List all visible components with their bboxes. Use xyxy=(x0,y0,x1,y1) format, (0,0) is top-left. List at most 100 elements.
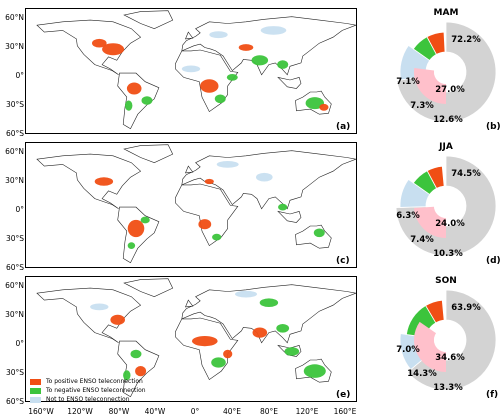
legend-swatch-not xyxy=(30,396,41,403)
teleconnection-region xyxy=(238,44,254,51)
pie-panel-jja: JJA 74.5% 24.0% 6.3% 7.4% 10.3% (d) xyxy=(358,134,500,268)
pie-label-outer: 74.5% xyxy=(451,169,481,179)
lat-tick-label: 30°S xyxy=(5,368,24,377)
pie-label-outer: 72.2% xyxy=(451,35,481,45)
pie-center-hole xyxy=(434,328,458,352)
legend-item-positive: To positive ENSO teleconnection xyxy=(30,377,146,386)
lat-tick-label: 60°S xyxy=(5,397,24,406)
pie-center-hole xyxy=(434,60,458,84)
pie-label-not: 13.3% xyxy=(433,383,463,393)
legend-label-positive: To positive ENSO teleconnection xyxy=(46,378,143,385)
lat-tick-label: 30°N xyxy=(5,42,24,51)
teleconnection-region xyxy=(278,203,288,211)
landmass-outline xyxy=(277,210,302,223)
pie-center-hole xyxy=(434,194,458,218)
landmass-outline xyxy=(36,153,142,210)
lon-tick-label: 120°W xyxy=(67,407,93,416)
lat-tick-label: 30°N xyxy=(5,176,24,185)
teleconnection-region xyxy=(277,60,289,69)
season-title: MAM xyxy=(433,8,459,18)
lon-tick-label: 120°E xyxy=(295,407,319,416)
teleconnection-pie: 74.5% 24.0% 6.3% 7.4% 10.3% xyxy=(395,155,497,259)
map-legend: To positive ENSO teleconnection To negat… xyxy=(30,377,146,404)
lat-tick-label: 0° xyxy=(15,205,24,214)
pie-label-outer: 63.9% xyxy=(451,303,481,313)
pie-label-inner: 24.0% xyxy=(435,219,465,229)
landmass-outline xyxy=(175,183,239,247)
map-panel-letter: (c) xyxy=(336,256,350,266)
world-map-graphic xyxy=(36,10,356,130)
legend-item-negative: To negative ENSO teleconnection xyxy=(30,386,146,395)
teleconnection-region xyxy=(110,314,125,325)
landmass-outline xyxy=(185,165,194,174)
pie-label-positive: 6.3% xyxy=(396,211,420,221)
lat-tick-label: 30°S xyxy=(5,234,24,243)
teleconnection-region xyxy=(92,38,107,48)
lon-tick-label: 80°E xyxy=(259,407,279,416)
teleconnection-region xyxy=(200,79,219,93)
lat-tick-label: 30°S xyxy=(5,100,24,109)
teleconnection-region xyxy=(135,366,147,377)
teleconnection-region xyxy=(260,26,287,35)
lat-tick-label: 60°N xyxy=(5,13,24,22)
landmass-outline xyxy=(185,299,194,308)
teleconnection-region xyxy=(223,349,233,359)
teleconnection-region xyxy=(102,43,125,56)
teleconnection-region xyxy=(198,219,212,230)
pie-label-positive: 7.1% xyxy=(396,77,420,87)
teleconnection-region xyxy=(181,65,201,73)
pie-slice-inner xyxy=(413,67,446,105)
teleconnection-region xyxy=(125,100,133,111)
world-map-graphic xyxy=(36,278,356,398)
pie-panel-mam: MAM 72.2% 27.0% 7.1% 7.3% 12.6% (b) xyxy=(358,0,500,134)
pie-label-negative: 14.3% xyxy=(407,369,437,379)
pie-slice-inner xyxy=(414,206,446,238)
teleconnection-region xyxy=(235,290,257,298)
season-title: JJA xyxy=(439,142,453,152)
landmass-outline xyxy=(123,144,174,164)
pie-label-not: 12.6% xyxy=(433,115,463,125)
pie-slice-positive xyxy=(426,31,446,55)
teleconnection-region xyxy=(90,303,109,311)
pie-slice-outer xyxy=(396,21,497,123)
pie-slice-positive xyxy=(426,165,445,189)
landmass-outline xyxy=(36,287,142,344)
lat-tick-label: 60°N xyxy=(5,147,24,156)
pie-label-negative: 7.3% xyxy=(410,101,434,111)
teleconnection-region xyxy=(94,177,114,186)
lon-tick-label: 160°W xyxy=(28,407,54,416)
landmass-outline xyxy=(123,10,174,30)
teleconnection-region xyxy=(313,228,325,238)
teleconnection-region xyxy=(303,364,326,378)
lat-tick-label: 60°N xyxy=(5,281,24,290)
pie-label-positive: 7.0% xyxy=(396,345,420,355)
lon-tick-label: 40°E xyxy=(222,407,242,416)
map-panel-jja: 60°N 30°N 0° 30°S 60°S (c) xyxy=(0,142,357,272)
lon-tick-label: 0° xyxy=(190,407,200,416)
teleconnection-region xyxy=(130,349,142,359)
legend-item-not: Not to ENSO teleconnection xyxy=(30,395,146,404)
landmass-outline xyxy=(185,31,194,40)
landmass-outline xyxy=(277,76,302,89)
teleconnection-region xyxy=(123,370,131,381)
landmass-outline xyxy=(181,284,356,344)
lat-tick-label: 0° xyxy=(15,339,24,348)
legend-label-not: Not to ENSO teleconnection xyxy=(46,396,130,403)
map-panel-letter: (a) xyxy=(336,122,351,132)
landmass-outline xyxy=(123,278,174,298)
lat-tick-label: 60°S xyxy=(5,263,24,272)
landmass-outline xyxy=(181,16,356,76)
pie-label-inner: 34.6% xyxy=(435,353,465,363)
teleconnection-region xyxy=(214,94,226,104)
pie-panel-letter: (f) xyxy=(486,390,499,400)
world-map-graphic xyxy=(36,144,356,264)
teleconnection-region xyxy=(126,82,142,95)
legend-swatch-positive xyxy=(30,378,41,385)
landmass-outline xyxy=(117,72,160,130)
lon-tick-label: 160°E xyxy=(333,407,357,416)
world-map xyxy=(25,276,357,402)
lat-tick-label: 0° xyxy=(15,71,24,80)
teleconnection-pie: 72.2% 27.0% 7.1% 7.3% 12.6% xyxy=(396,21,497,125)
teleconnection-region xyxy=(209,31,228,39)
legend-label-negative: To negative ENSO teleconnection xyxy=(46,387,146,394)
